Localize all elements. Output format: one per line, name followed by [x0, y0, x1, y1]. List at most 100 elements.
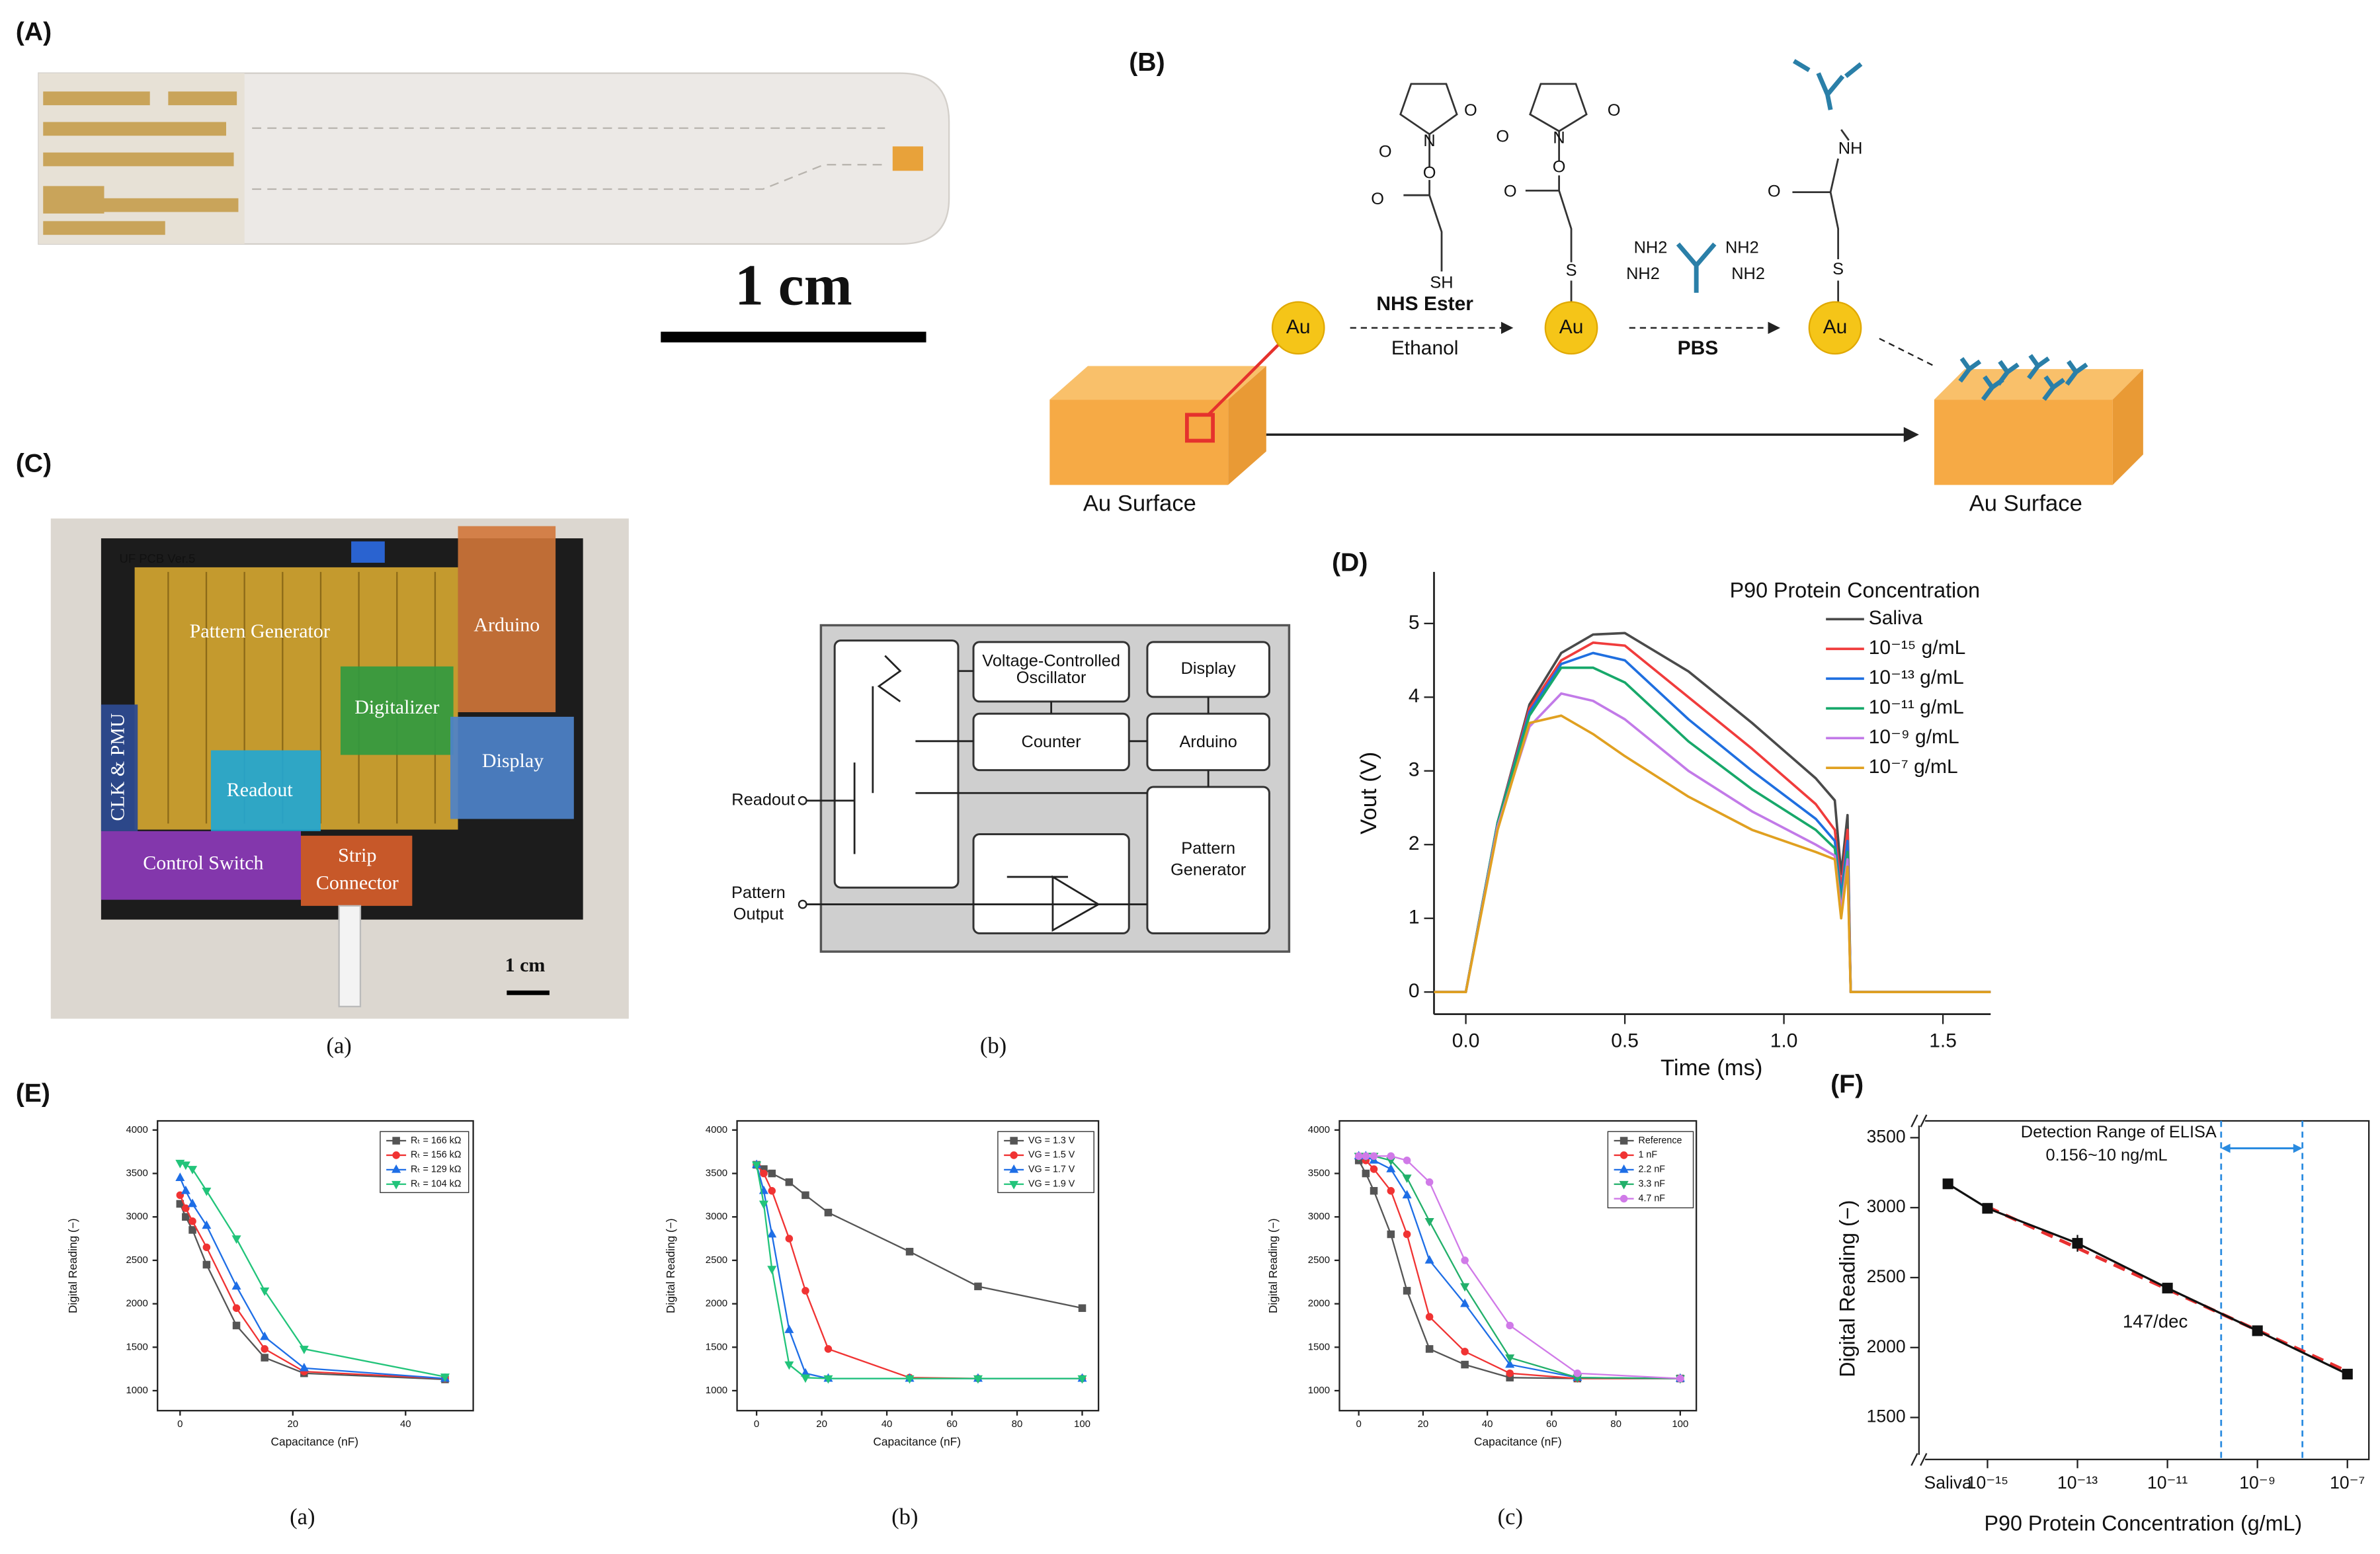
data-point	[1354, 1152, 1363, 1161]
plot-frame	[736, 1120, 1100, 1412]
y-tick-label: 3500	[1308, 1167, 1330, 1178]
x-axis-label: Capacitance (nF)	[270, 1435, 358, 1448]
y-tick-label: 1500	[1867, 1407, 1906, 1426]
data-point	[260, 1288, 270, 1296]
data-point	[188, 1217, 196, 1225]
legend-title: P90 Protein Concentration	[1730, 578, 1980, 602]
panel-label: (C)	[16, 450, 52, 478]
axis-break	[1910, 1114, 1928, 1127]
legend-label: 10⁻¹⁵ g/mL	[1869, 637, 1966, 659]
strip	[338, 905, 362, 1008]
x-tick-label: 10⁻⁷	[2330, 1473, 2365, 1493]
y-tick-label: 4000	[126, 1124, 147, 1135]
atom: N	[1553, 129, 1565, 147]
data-point	[1387, 1230, 1395, 1239]
data-point	[2342, 1368, 2353, 1380]
data-point	[202, 1243, 211, 1251]
data-point	[823, 1375, 833, 1384]
y-tick-label: 3000	[126, 1211, 147, 1222]
block-label: Display	[1181, 659, 1236, 678]
data-point	[1573, 1369, 1582, 1377]
x-tick-label: Saliva	[1924, 1473, 1972, 1493]
atom: S	[1832, 260, 1844, 278]
data-point	[1402, 1190, 1412, 1199]
y-tick-label: 1000	[706, 1385, 727, 1396]
x-axis-label: Time (ms)	[1661, 1055, 1762, 1081]
y-tick-label: 1500	[126, 1341, 147, 1352]
y-tick-label: 3500	[1867, 1126, 1906, 1146]
legend-label: 3.3 nF	[1639, 1179, 1666, 1190]
region-label: Connector	[316, 872, 399, 893]
component	[351, 541, 385, 563]
y-tick-label: 3500	[706, 1167, 727, 1178]
data-point	[1370, 1187, 1378, 1195]
data-point	[231, 1235, 241, 1245]
panel-label: (A)	[16, 18, 52, 46]
axis-break	[1910, 1453, 1928, 1466]
y-tick-label: 4000	[1308, 1124, 1330, 1135]
legend-label: 2.2 nF	[1639, 1165, 1666, 1175]
atom: SH	[1430, 274, 1453, 292]
data-point	[1461, 1256, 1469, 1264]
data-point	[299, 1362, 309, 1371]
legend-label: VG = 1.7 V	[1028, 1165, 1075, 1175]
data-point	[1362, 1152, 1370, 1161]
io-label: Pattern	[731, 883, 786, 902]
digitalizer-region	[340, 666, 454, 755]
data-point	[1386, 1164, 1396, 1172]
x-tick-label: 10⁻¹¹	[2147, 1473, 2188, 1493]
atom: S	[1566, 261, 1577, 280]
series-line	[1358, 1155, 1680, 1379]
y-tick-label: 5	[1409, 612, 1420, 634]
data-point	[1460, 1298, 1470, 1307]
legend-marker	[392, 1151, 400, 1159]
atom: NH2	[1725, 239, 1759, 257]
data-point	[175, 1172, 185, 1181]
region-label: Digitalizer	[354, 696, 439, 718]
data-point	[1403, 1157, 1411, 1165]
x-tick-label: 80	[1610, 1418, 1621, 1430]
x-tick-label: 60	[946, 1418, 958, 1430]
data-point	[182, 1204, 190, 1212]
arrowhead	[2293, 1143, 2303, 1153]
legend-label: 1 nF	[1639, 1150, 1658, 1161]
block-label: Oscillator	[1016, 669, 1087, 687]
y-tick-label: 2500	[1308, 1254, 1330, 1266]
legend-marker	[392, 1137, 400, 1145]
x-tick-label: 60	[1546, 1418, 1557, 1430]
data-point	[1370, 1165, 1378, 1173]
panel-label: (D)	[1332, 549, 1368, 577]
y-tick-label: 4	[1409, 685, 1420, 707]
data-point	[188, 1198, 198, 1207]
y-tick-label: 1000	[1308, 1385, 1330, 1396]
data-point	[760, 1169, 768, 1178]
au-particle	[1808, 301, 1862, 355]
data-point	[1425, 1345, 1434, 1353]
data-point	[974, 1282, 982, 1291]
data-point	[1676, 1374, 1684, 1383]
data-point	[1362, 1169, 1370, 1178]
molecules	[1399, 83, 1850, 306]
data-point	[188, 1166, 198, 1174]
caption: (b)	[980, 1033, 1006, 1058]
data-point	[1506, 1369, 1514, 1377]
y-axis-label: Digital Reading (−)	[66, 1218, 79, 1313]
range-title: Detection Range of ELISA	[2021, 1123, 2217, 1141]
data-point	[202, 1220, 212, 1229]
au-particle	[1271, 301, 1325, 355]
electrodes	[43, 91, 239, 235]
block-label: Voltage-Controlled	[982, 652, 1120, 671]
legend-marker	[391, 1180, 401, 1190]
legend-marker	[1620, 1194, 1628, 1203]
arrowhead	[2221, 1143, 2231, 1153]
x-tick-label: 10⁻⁹	[2239, 1473, 2276, 1493]
data-point	[1461, 1360, 1469, 1369]
legend-label: Rₜ = 156 kΩ	[411, 1150, 462, 1161]
data-point	[1505, 1359, 1515, 1368]
data-point	[1387, 1152, 1395, 1161]
legend-marker	[1620, 1137, 1628, 1145]
x-tick-label: 20	[816, 1418, 827, 1430]
surface-label: Au Surface	[1969, 491, 2082, 516]
y-tick-label: 4000	[706, 1124, 727, 1135]
data-point	[181, 1161, 190, 1170]
